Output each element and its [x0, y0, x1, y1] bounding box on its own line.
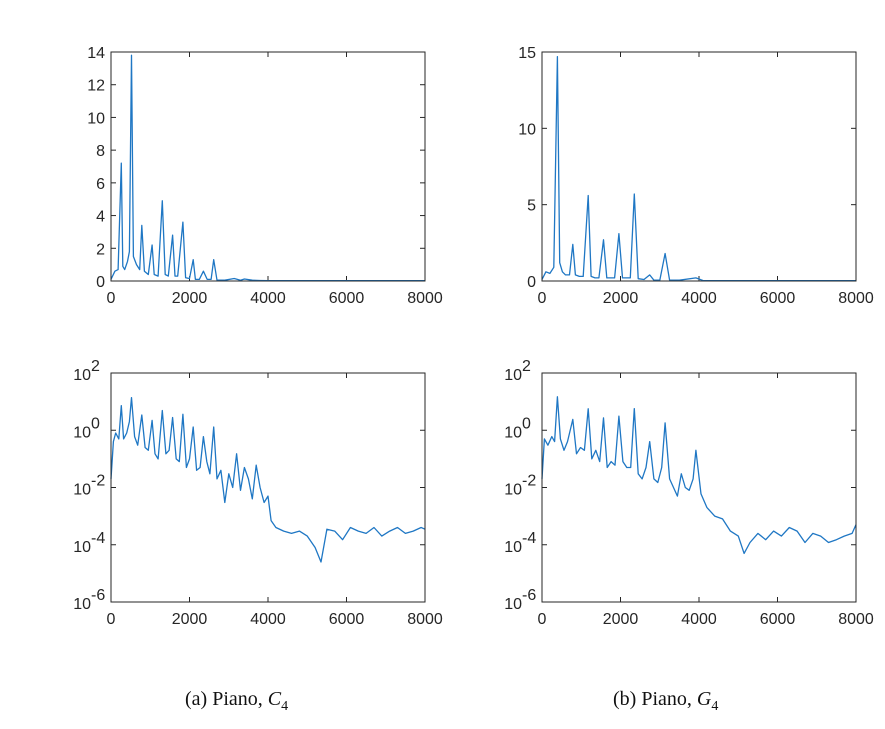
x-tick-label: 6000	[760, 611, 796, 628]
y-tick-label: 10	[73, 482, 91, 499]
y-tick-exponent: -4	[522, 530, 536, 547]
x-tick-label: 6000	[329, 290, 365, 307]
y-tick-label: 10	[504, 424, 522, 441]
y-tick-label: 8	[96, 143, 105, 160]
x-tick-label: 4000	[250, 290, 286, 307]
x-tick-label: 0	[538, 290, 547, 307]
y-tick-exponent: -6	[522, 587, 536, 604]
y-tick-exponent: -2	[522, 473, 536, 490]
y-tick-label: 10	[73, 596, 91, 613]
y-tick-label: 10	[73, 424, 91, 441]
y-tick-label: 10	[504, 596, 522, 613]
axis-frame	[110, 372, 426, 603]
x-tick-label: 2000	[172, 290, 208, 307]
y-tick-label: 10	[504, 482, 522, 499]
x-tick-label: 2000	[603, 290, 639, 307]
caption-b: (b) Piano, G4	[613, 688, 718, 715]
caption-b-prefix: (b) Piano,	[613, 688, 697, 710]
x-tick-label: 2000	[603, 611, 639, 628]
caption-a: (a) Piano, C4	[185, 688, 288, 715]
y-tick-label: 10	[504, 539, 522, 556]
y-tick-exponent: -6	[91, 587, 105, 604]
y-tick-label: 0	[527, 274, 536, 291]
x-tick-label: 4000	[681, 290, 717, 307]
axis-frame	[110, 51, 426, 282]
x-tick-label: 0	[538, 611, 547, 628]
y-tick-label: 10	[73, 367, 91, 384]
y-tick-exponent: -4	[91, 530, 105, 547]
y-tick-label: 6	[96, 176, 105, 193]
y-tick-exponent: 2	[91, 358, 100, 375]
axis-frame	[541, 51, 857, 282]
series-line	[110, 54, 425, 282]
x-tick-label: 6000	[760, 290, 796, 307]
x-tick-label: 6000	[329, 611, 365, 628]
y-tick-exponent: 2	[522, 358, 531, 375]
x-tick-label: 4000	[250, 611, 286, 628]
series-line	[541, 55, 856, 282]
series-line	[110, 396, 426, 563]
y-tick-label: 5	[527, 198, 536, 215]
y-tick-label: 10	[73, 539, 91, 556]
x-tick-label: 0	[107, 611, 116, 628]
x-tick-label: 0	[107, 290, 116, 307]
y-tick-label: 0	[96, 274, 105, 291]
x-tick-label: 2000	[172, 611, 208, 628]
y-tick-label: 10	[87, 110, 105, 127]
y-tick-label: 10	[504, 367, 522, 384]
caption-b-note: G	[696, 688, 712, 710]
y-tick-label: 4	[96, 209, 105, 226]
y-tick-exponent: 0	[91, 415, 100, 432]
y-tick-exponent: 0	[522, 415, 531, 432]
y-tick-exponent: -2	[91, 473, 105, 490]
y-tick-label: 15	[518, 45, 536, 62]
series-line	[541, 396, 857, 555]
x-tick-label: 8000	[407, 611, 443, 628]
x-tick-label: 8000	[838, 611, 874, 628]
x-tick-label: 8000	[838, 290, 874, 307]
y-tick-label: 12	[87, 78, 105, 95]
y-tick-label: 2	[96, 241, 105, 258]
x-tick-label: 4000	[681, 611, 717, 628]
caption-a-prefix: (a) Piano,	[185, 688, 268, 710]
axis-frame	[541, 372, 857, 603]
caption-a-note: C	[267, 688, 282, 710]
caption-b-sub: 4	[711, 699, 719, 714]
chart-top-right: 0 2000 4000 6000 8000 0 5 10 15	[518, 45, 874, 307]
chart-top-left: 0 2000 4000 6000 8000 0 2 4 6 8 10 12 14	[87, 45, 443, 307]
y-tick-label: 10	[518, 121, 536, 138]
caption-a-sub: 4	[281, 699, 289, 714]
y-tick-label: 14	[87, 45, 105, 62]
x-tick-label: 8000	[407, 290, 443, 307]
